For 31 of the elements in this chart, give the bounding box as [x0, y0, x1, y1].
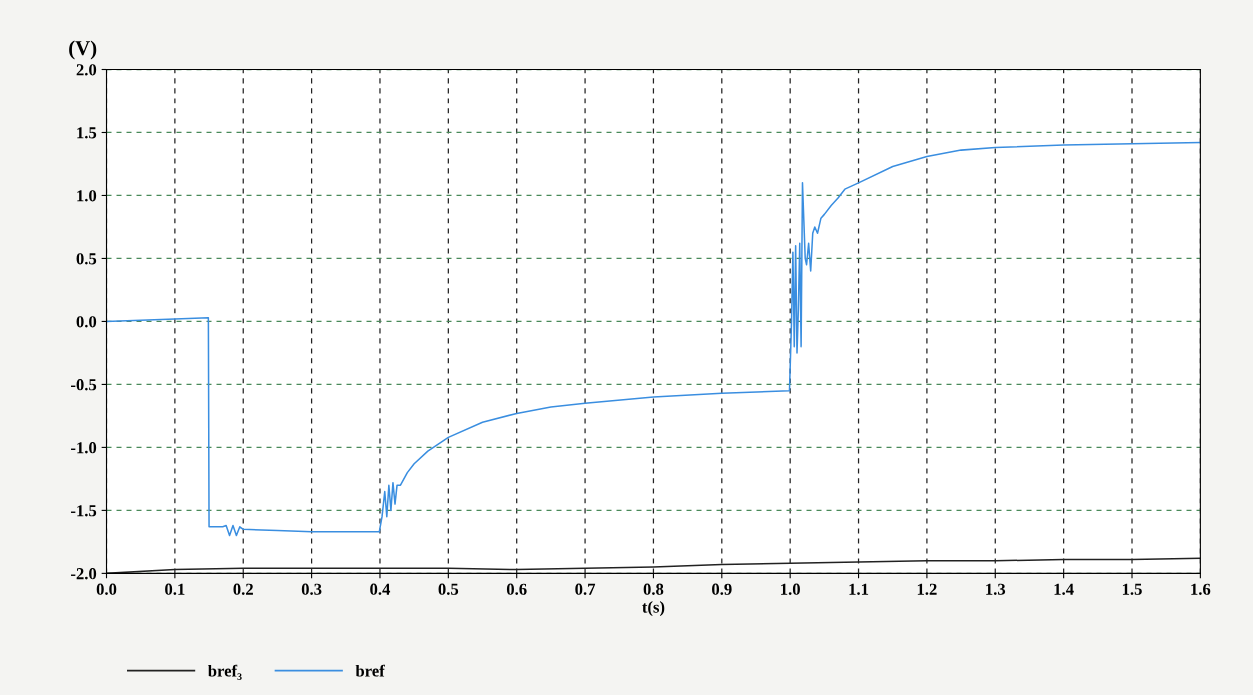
y-tick-label: 0.5 [76, 253, 97, 265]
y-tick-label: 1.0 [77, 190, 97, 202]
x-tick-label: 1.2 [917, 583, 937, 595]
x-tick-label: 0.3 [301, 583, 322, 595]
y-tick-label: 1.5 [77, 127, 97, 139]
x-tick-label: 0.2 [233, 583, 253, 595]
x-tick-label: 0.5 [438, 583, 459, 595]
x-tick-label: 0.1 [165, 583, 185, 595]
y-tick-label: -0.5 [71, 379, 97, 391]
x-tick-label: 0.8 [643, 583, 664, 595]
line-series [106, 141, 1201, 537]
x-tick-label: 0.9 [712, 583, 732, 595]
y-tick-label: -1.5 [71, 505, 97, 517]
y-tick-label: 2.0 [76, 64, 97, 76]
legend-label: bref [355, 664, 385, 677]
legend-label: bref₃ [207, 664, 242, 680]
y-tick-label: 0.0 [76, 316, 97, 328]
y-axis-title: (V) [69, 40, 97, 60]
y-tick-label: -1.0 [71, 442, 97, 454]
x-tick-label: 1.1 [849, 583, 869, 595]
x-tick-label: 1.0 [781, 583, 800, 595]
x-tick-label: 1.6 [1191, 583, 1211, 595]
x-tick-label: 0.0 [96, 583, 117, 595]
x-tick-label: 0.7 [575, 583, 596, 595]
y-tick-label: -2.0 [71, 568, 97, 580]
x-tick-label: 1.3 [986, 583, 1006, 595]
x-tick-label: 1.5 [1122, 583, 1142, 595]
x-axis-title: t(s) [642, 600, 665, 617]
x-tick-label: 1.4 [1054, 583, 1074, 595]
x-tick-label: 0.4 [370, 583, 391, 595]
x-tick-label: 0.6 [506, 583, 527, 595]
